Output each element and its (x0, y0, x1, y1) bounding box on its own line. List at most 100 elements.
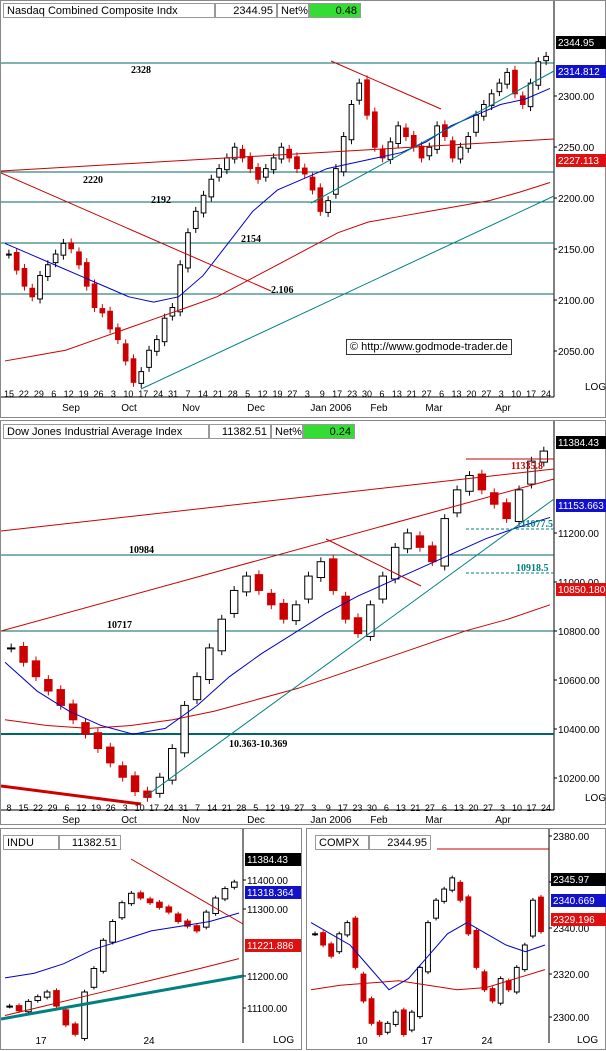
candle-body (90, 968, 98, 988)
candle-body (452, 489, 462, 514)
x-tick-label: 3 (111, 389, 116, 399)
candle-body (153, 339, 160, 352)
month-label: Sep (62, 815, 80, 826)
candle-body (535, 61, 542, 86)
candle-body (177, 264, 184, 313)
trend-line-resistance-2 (1, 478, 555, 632)
y-tick-label: 2380.00 (553, 832, 590, 843)
candle-body (15, 1005, 23, 1012)
x-tick-label: 9 (320, 389, 325, 399)
x-tick-label: 10 (123, 389, 133, 399)
dow-title: Dow Jones Industrial Average Index (3, 423, 209, 439)
trend-line-support-2 (310, 70, 555, 204)
candle-body (224, 157, 230, 171)
x-tick-label: 13 (392, 389, 402, 399)
x-tick-label: 30 (367, 803, 377, 813)
candle-body (118, 902, 126, 919)
y-tick-label: 2340.00 (553, 924, 590, 935)
moving-average-red (4, 604, 551, 729)
x-tick-label: 21 (410, 803, 420, 813)
month-label: Dec (247, 815, 265, 826)
candle-body (502, 502, 511, 520)
nasdaq-header: Nasdaq Combined Composite Indx 2344.95 N… (3, 2, 361, 18)
compx-chart-svg: 2300.002320.002340.002360.002380.002345.… (310, 829, 606, 1047)
x-tick-label: 21 (407, 389, 417, 399)
price-tag: 11384.43 (558, 438, 599, 449)
y-tick-label: 11400.00 (247, 876, 288, 887)
x-tick-label: 17 (526, 389, 536, 399)
x-tick-label: 30 (362, 389, 372, 399)
candle-body (291, 604, 301, 622)
y-tick-label: 2050.00 (558, 347, 595, 358)
x-tick-label: 14 (207, 803, 217, 813)
candle-body (247, 156, 254, 170)
candle-body (278, 146, 285, 160)
candle-body (505, 980, 512, 991)
candle-body (473, 114, 479, 133)
x-tick-label: 26 (106, 803, 116, 813)
candle-body (143, 790, 152, 798)
candle-body (83, 262, 90, 287)
level-label: 10984 (129, 545, 154, 556)
candle-body (539, 450, 549, 463)
trend-line-support (1, 974, 244, 1021)
candle-body (185, 232, 191, 269)
candle-body (279, 602, 288, 620)
x-tick-label: 19 (280, 803, 290, 813)
candle-body (378, 575, 387, 600)
candle-body (465, 474, 474, 492)
candle-body (221, 888, 229, 900)
candle-body (56, 689, 65, 706)
candle-body (68, 703, 78, 721)
level-label: 2192 (151, 195, 171, 206)
moving-average-blue (310, 922, 546, 991)
candle-body (376, 1021, 383, 1036)
candle-body (267, 592, 276, 606)
indu-log-label: LOG (273, 1035, 295, 1046)
x-tick-label: 13 (454, 803, 464, 813)
candle-body (415, 535, 425, 548)
price-tag-box (245, 853, 301, 866)
y-tick-label: 11100.00 (247, 1004, 288, 1015)
x-tick-label: 10 (511, 389, 521, 399)
price-tag: 11153.663 (558, 501, 604, 512)
price-tag: 11221.886 (247, 941, 294, 952)
candle-body (434, 125, 440, 150)
x-tick-label: 24 (164, 803, 174, 813)
x-tick-label: 22 (19, 389, 29, 399)
candle-body (465, 896, 472, 935)
candle-body (216, 168, 222, 178)
y-tick-label: 2300.00 (553, 1013, 590, 1024)
candle-body (44, 679, 53, 692)
x-tick-label: 24 (143, 1036, 155, 1047)
x-tick-label: 7 (185, 389, 190, 399)
indu-header: INDU 11382.51 (3, 834, 121, 850)
candle-body (193, 925, 201, 932)
candle-body (200, 194, 207, 214)
month-label: Nov (182, 815, 200, 826)
moving-average-blue (4, 516, 551, 735)
candle-body (60, 242, 67, 256)
y-tick-label: 11200.00 (247, 972, 288, 983)
x-tick-label: 19 (79, 389, 89, 399)
x-tick-label: 17 (332, 389, 342, 399)
candle-body (68, 242, 75, 250)
x-tick-label: 28 (228, 389, 238, 399)
candle-body (231, 146, 238, 160)
indu-chart-svg: 11100.00 11200.00 11300.00 11400.00 11384.43… (1, 829, 301, 1047)
x-tick-label: 6 (65, 803, 70, 813)
candle-body (348, 103, 355, 141)
compx-chart-panel: 2300.002320.002340.002360.002380.002345.… (306, 828, 606, 1050)
level-label: 2154 (241, 234, 261, 245)
x-tick-label: 12 (265, 803, 275, 813)
candle-body (52, 253, 59, 264)
nasdaq-value: 2344.95 (215, 2, 277, 18)
candle-body (115, 327, 121, 341)
candle-body (529, 899, 536, 937)
y-tick-label: 11300.00 (247, 905, 288, 916)
month-label: Feb (370, 815, 388, 826)
price-tag-box (551, 913, 606, 926)
price-tag-box (551, 894, 606, 907)
nasdaq-title: Nasdaq Combined Composite Indx (3, 2, 215, 18)
x-tick-label: 31 (168, 389, 178, 399)
